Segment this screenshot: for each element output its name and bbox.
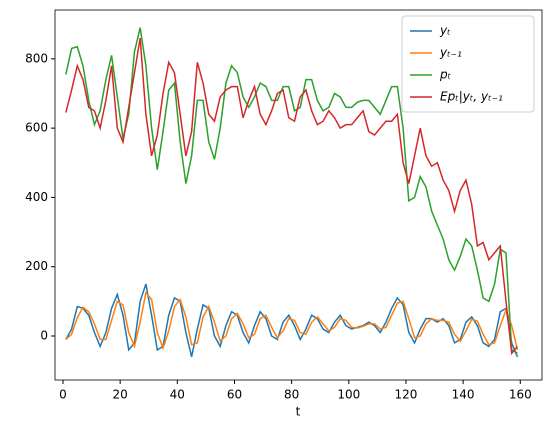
legend-label: yₜ: [439, 24, 451, 38]
x-tick-label: 120: [395, 388, 418, 402]
line: [65, 27, 518, 354]
x-tick-label: 140: [452, 388, 475, 402]
x-tick-label: 20: [113, 388, 128, 402]
plot-frame: [54, 9, 543, 381]
x-tick-label: 80: [284, 388, 299, 402]
line: [65, 37, 518, 356]
legend-label: yₜ₋₁: [439, 46, 462, 60]
legend-label: Epₜ|yₜ, yₜ₋₁: [440, 90, 503, 104]
legend-box: [401, 15, 535, 113]
x-tick-label: 160: [509, 388, 532, 402]
x-tick-label: 0: [59, 388, 67, 402]
y-tick-label: 800: [25, 51, 48, 65]
x-tick-label: 100: [337, 388, 360, 402]
line: [65, 290, 519, 351]
x-tick-label: 40: [170, 388, 185, 402]
y-tick-label: 0: [40, 329, 48, 343]
y-tick-label: 200: [25, 259, 48, 273]
y-tick-label: 400: [25, 190, 48, 204]
x-axis-label: t: [296, 405, 301, 419]
line: [65, 283, 519, 358]
x-tick-label: 60: [227, 388, 242, 402]
legend-label: pₜ: [439, 68, 452, 82]
y-tick-label: 600: [25, 121, 48, 135]
